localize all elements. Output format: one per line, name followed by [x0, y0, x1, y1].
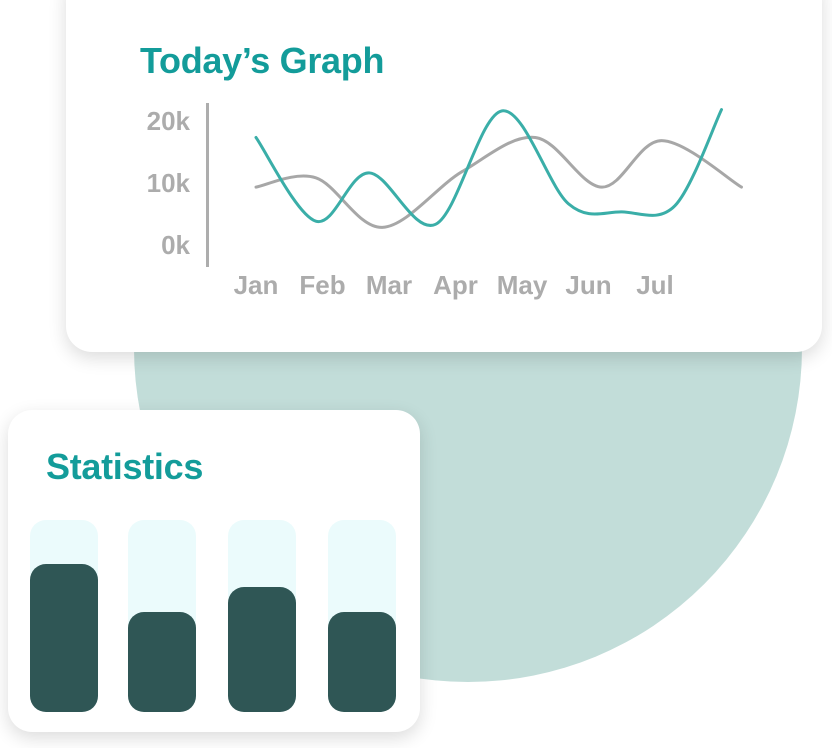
graph-card: Today’s Graph 20k 10k 0k Jan Feb Mar Apr May Jun…: [66, 0, 822, 352]
x-tick-label: May: [496, 270, 548, 300]
bar: [328, 612, 396, 712]
gray-series-line: [254, 135, 743, 229]
bar: [228, 587, 296, 712]
x-tick-label: Apr: [433, 270, 478, 300]
statistics-title: Statistics: [46, 446, 204, 487]
graph-title: Today’s Graph: [140, 40, 385, 81]
y-tick-label: 0k: [161, 230, 190, 260]
bar: [30, 564, 98, 712]
y-tick-label: 10k: [146, 168, 190, 198]
statistics-card: Statistics: [8, 410, 420, 732]
x-tick-label: Mar: [365, 270, 413, 300]
x-tick-label: Jan: [233, 270, 279, 300]
y-axis-line: [206, 103, 209, 267]
teal-series-line: [254, 108, 723, 227]
line-plot: [254, 108, 743, 229]
bar: [128, 612, 196, 712]
y-tick-label: 20k: [146, 106, 190, 136]
x-tick-label: Feb: [299, 270, 346, 300]
x-tick-label: Jul: [636, 270, 674, 300]
x-tick-label: Jun: [565, 270, 612, 300]
